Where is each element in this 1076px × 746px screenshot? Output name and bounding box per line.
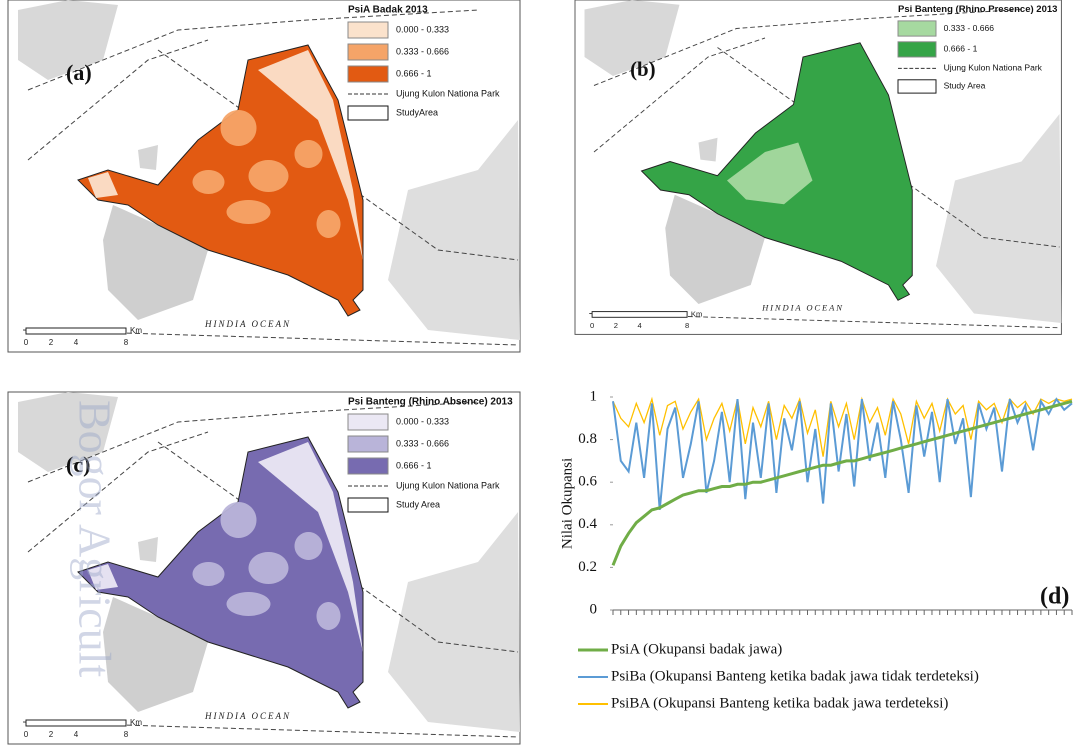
- legend-label: Ujung Kulon Nationa Park: [396, 88, 500, 98]
- y-tick-label: 0.6: [578, 474, 597, 490]
- class-patch: [227, 200, 271, 224]
- y-tick-label: 0.4: [578, 516, 597, 532]
- class-patch: [317, 210, 341, 238]
- legend-label: PsiBa (Okupansi Banteng ketika badak jaw…: [611, 668, 979, 684]
- legend-swatch: [348, 436, 388, 452]
- legend-label: 0.000 - 0.333: [396, 24, 449, 34]
- y-tick-label: 0.8: [578, 431, 597, 447]
- scale-label: 2: [614, 321, 618, 330]
- legend-label: 0.333 - 0.666: [396, 438, 449, 448]
- scale-label: 4: [74, 730, 79, 739]
- legend-label: 0.333 - 0.666: [396, 46, 449, 56]
- legend-label: Ujung Kulon Nationa Park: [396, 480, 500, 490]
- class-patch: [295, 140, 323, 168]
- ocean-label: HINDIA OCEAN: [204, 711, 291, 721]
- legend-label: 0.666 - 1: [396, 68, 432, 78]
- scale-label: 4: [74, 338, 79, 347]
- legend-label: Study Area: [396, 499, 440, 509]
- class-patch: [249, 160, 289, 192]
- map-panel: (a) PsiA Badak 2013 0.000 - 0.333 0.333 - 0…: [8, 0, 520, 352]
- legend-swatch: [348, 414, 388, 430]
- scale-unit: Km: [130, 326, 142, 335]
- figure: (a) PsiA Badak 2013 0.000 - 0.333 0.333 - 0…: [0, 0, 1076, 746]
- legend-label: Ujung Kulon Nationa Park: [944, 63, 1043, 73]
- scale-bar: [26, 720, 126, 726]
- scale-label: 8: [685, 321, 689, 330]
- class-patch: [249, 552, 289, 584]
- legend-swatch: [898, 42, 936, 57]
- legend-title: PsiA Badak 2013: [348, 5, 428, 16]
- ocean-label: HINDIA OCEAN: [761, 303, 844, 313]
- legend-label: 0.333 - 0.666: [944, 23, 995, 33]
- y-tick-label: 1: [590, 388, 598, 404]
- y-axis-title: Nilai Okupansi: [559, 458, 575, 549]
- class-patch: [295, 532, 323, 560]
- panel-label: (a): [66, 60, 92, 85]
- scale-label: 8: [124, 730, 129, 739]
- legend-title: Psi Banteng (Rhino Absence) 2013: [348, 397, 513, 408]
- scale-unit: Km: [130, 718, 142, 727]
- scale-label: 8: [124, 338, 129, 347]
- legend-label: 0.000 - 0.333: [396, 416, 449, 426]
- scale-label: 0: [590, 321, 594, 330]
- scale-label: 4: [637, 321, 641, 330]
- watermark: Bogor Agricult: [69, 400, 120, 677]
- legend-label: PsiA (Okupansi badak jawa): [611, 641, 782, 657]
- class-patch: [193, 170, 225, 194]
- scale-label: 0: [24, 730, 29, 739]
- scale-unit: Km: [691, 309, 702, 318]
- class-patch: [221, 110, 257, 146]
- class-patch: [227, 592, 271, 616]
- legend-swatch: [348, 22, 388, 38]
- class-patch: [317, 602, 341, 630]
- scale-bar: [592, 312, 687, 318]
- legend-swatch: [898, 21, 936, 36]
- class-patch: [221, 502, 257, 538]
- scale-label: 0: [24, 338, 29, 347]
- legend-label: 0.666 - 1: [396, 460, 432, 470]
- legend-label: StudyArea: [396, 107, 438, 117]
- scale-label: 2: [49, 730, 54, 739]
- legend-title: Psi Banteng (Rhino Presence) 2013: [898, 4, 1057, 15]
- scale-bar: [26, 328, 126, 334]
- y-tick-label: 0: [590, 601, 598, 617]
- class-patch: [193, 562, 225, 586]
- legend-swatch: [348, 458, 388, 474]
- annotation: (d): [1040, 584, 1069, 610]
- ocean-label: HINDIA OCEAN: [204, 319, 291, 329]
- legend-swatch: [348, 66, 388, 82]
- scale-label: 2: [49, 338, 54, 347]
- legend-label: PsiBA (Okupansi Banteng ketika badak jaw…: [611, 695, 948, 711]
- legend-label: 0.666 - 1: [944, 44, 978, 54]
- y-tick-label: 0.2: [578, 559, 597, 575]
- panel-label: (b): [630, 57, 656, 81]
- legend-swatch: [348, 44, 388, 60]
- legend-label: Study Area: [944, 81, 986, 91]
- map-panel: (b) Psi Banteng (Rhino Presence) 2013 0.33…: [575, 0, 1061, 334]
